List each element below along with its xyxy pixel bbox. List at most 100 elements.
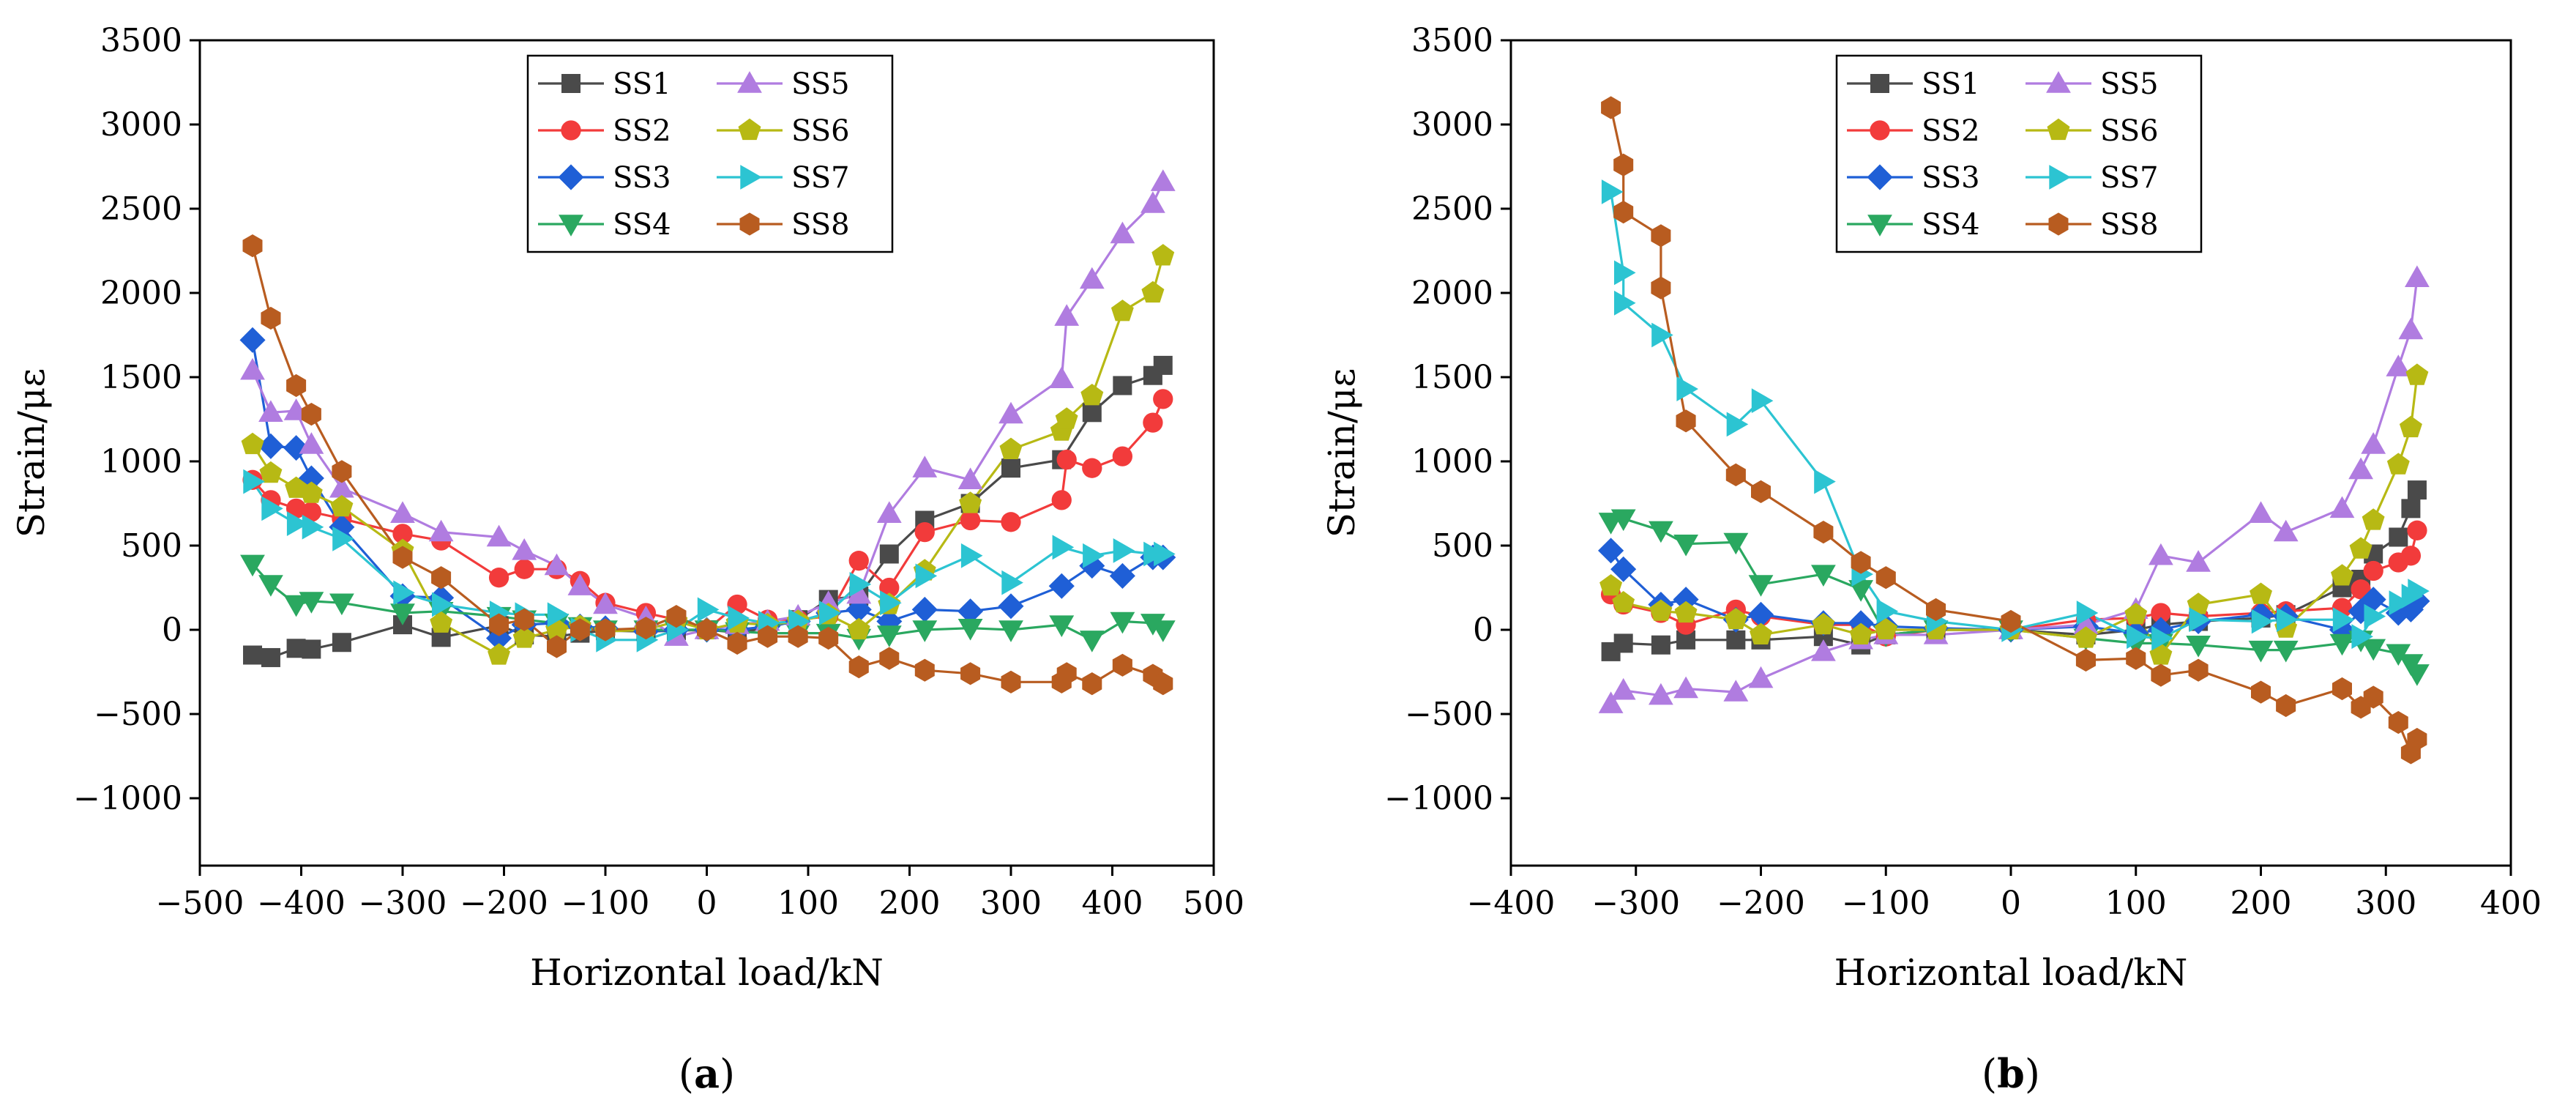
data-point-ss7 xyxy=(2127,624,2148,650)
data-point-ss8 xyxy=(431,566,452,590)
data-point-ss5 xyxy=(1079,267,1105,289)
data-point-ss7 xyxy=(1676,376,1698,401)
data-point-ss5 xyxy=(567,573,593,595)
data-point-ss7 xyxy=(2251,609,2274,634)
data-point-ss6 xyxy=(999,437,1023,459)
data-point-ss8 xyxy=(514,608,534,631)
series-line-ss7 xyxy=(251,480,1163,642)
data-point-ss7 xyxy=(728,606,750,631)
x-tick-label: −100 xyxy=(1842,885,1930,922)
data-point-ss1 xyxy=(2401,499,2421,518)
legend-marker-ss8 xyxy=(739,212,760,236)
data-point-ss4 xyxy=(1673,535,1698,557)
data-point-ss5 xyxy=(1811,639,1836,661)
data-point-ss7 xyxy=(1083,543,1105,568)
data-point-ss6 xyxy=(241,432,264,455)
data-point-ss5 xyxy=(2405,265,2430,287)
data-point-ss4 xyxy=(1049,615,1075,637)
data-point-ss7 xyxy=(1601,179,1624,204)
x-tick-label: −400 xyxy=(257,885,346,922)
data-point-ss2 xyxy=(2151,603,2171,623)
legend-label-ss1: SS1 xyxy=(1922,67,1980,101)
data-point-ss7 xyxy=(2408,579,2430,603)
y-tick-label: 2000 xyxy=(1411,275,1493,312)
data-point-ss7 xyxy=(1001,570,1023,595)
legend-label-ss8: SS8 xyxy=(791,208,850,242)
data-point-ss2 xyxy=(301,502,321,522)
data-point-ss5 xyxy=(1150,169,1176,191)
data-point-ss4 xyxy=(876,625,902,647)
y-tick-label: 1000 xyxy=(100,443,182,480)
data-point-ss2 xyxy=(2400,546,2422,566)
y-tick-label: 2500 xyxy=(1411,190,1493,228)
x-tick-label: 400 xyxy=(2480,885,2542,922)
data-point-ss8 xyxy=(392,546,413,569)
y-tick-label: −1000 xyxy=(1384,780,1493,817)
legend-label-ss2: SS2 xyxy=(613,114,671,148)
data-point-ss3 xyxy=(911,596,938,622)
data-point-ss5 xyxy=(1610,677,1636,700)
data-point-ss6 xyxy=(1724,608,1747,630)
data-point-ss1 xyxy=(2389,527,2408,547)
data-point-ss8 xyxy=(1851,551,1871,574)
legend-marker-ss5 xyxy=(2046,71,2071,93)
data-point-ss8 xyxy=(666,605,687,628)
data-point-ss6 xyxy=(1080,384,1104,406)
legend-label-ss1: SS1 xyxy=(613,67,671,101)
x-tick-label: 0 xyxy=(2001,885,2021,922)
data-point-ss3 xyxy=(957,598,984,625)
data-point-ss2 xyxy=(1082,458,1102,478)
series-line-ss3 xyxy=(251,340,1163,640)
data-point-ss8 xyxy=(1875,566,1896,590)
data-point-ss1 xyxy=(332,633,351,653)
data-point-ss8 xyxy=(879,647,900,670)
legend-label-ss6: SS6 xyxy=(2100,114,2159,148)
data-point-ss4 xyxy=(1079,631,1105,653)
legend-label-ss7: SS7 xyxy=(791,161,850,195)
data-point-ss4 xyxy=(329,593,354,616)
x-tick-label: 400 xyxy=(1082,885,1143,922)
data-point-ss6 xyxy=(1612,591,1635,613)
data-point-ss4 xyxy=(2248,640,2274,663)
data-point-ss7 xyxy=(697,597,720,622)
y-tick-label: 500 xyxy=(121,527,182,565)
data-point-ss6 xyxy=(2187,592,2210,614)
data-point-ss6 xyxy=(847,617,870,640)
data-point-ss5 xyxy=(2329,496,2355,518)
legend-marker-ss7 xyxy=(740,165,762,190)
data-point-ss7 xyxy=(2189,607,2211,633)
x-tick-label: −300 xyxy=(359,885,447,922)
x-tick-label: −100 xyxy=(561,885,650,922)
data-point-ss5 xyxy=(258,400,283,422)
y-tick-label: 1500 xyxy=(100,359,182,396)
y-axis-title: Strain/με xyxy=(1321,368,1363,538)
data-point-ss4 xyxy=(2361,639,2386,661)
data-point-ss5 xyxy=(2073,612,2099,634)
data-point-ss4 xyxy=(390,603,415,625)
y-tick-label: 3000 xyxy=(100,106,182,144)
data-point-ss4 xyxy=(2405,664,2430,686)
data-point-ss6 xyxy=(959,491,982,513)
data-point-ss4 xyxy=(299,592,324,614)
data-point-ss7 xyxy=(2076,601,2099,625)
x-tick-label: −200 xyxy=(460,885,548,922)
data-point-ss8 xyxy=(286,373,307,398)
data-point-ss8 xyxy=(489,613,509,636)
data-point-ss2 xyxy=(285,498,307,519)
legend-label-ss4: SS4 xyxy=(1922,208,1980,242)
data-point-ss6 xyxy=(1110,300,1134,321)
data-point-ss8 xyxy=(547,635,567,658)
chart-panel-a: −500 −400 −300 −200 −100 0 100 200 300 400 500−100… xyxy=(10,22,1244,1097)
legend-marker-ss3 xyxy=(558,164,584,190)
data-point-ss1 xyxy=(1113,376,1132,395)
data-point-ss2 xyxy=(1112,446,1132,466)
data-point-ss5 xyxy=(299,432,324,454)
data-point-ss8 xyxy=(1153,672,1173,696)
data-point-ss7 xyxy=(261,496,283,521)
legend-marker-ss1 xyxy=(561,74,580,93)
data-point-ss6 xyxy=(2399,415,2422,438)
legend-label-ss3: SS3 xyxy=(613,161,671,195)
data-point-ss6 xyxy=(1849,622,1873,644)
data-point-ss8 xyxy=(1001,670,1021,694)
x-tick-label: 500 xyxy=(1183,885,1244,922)
